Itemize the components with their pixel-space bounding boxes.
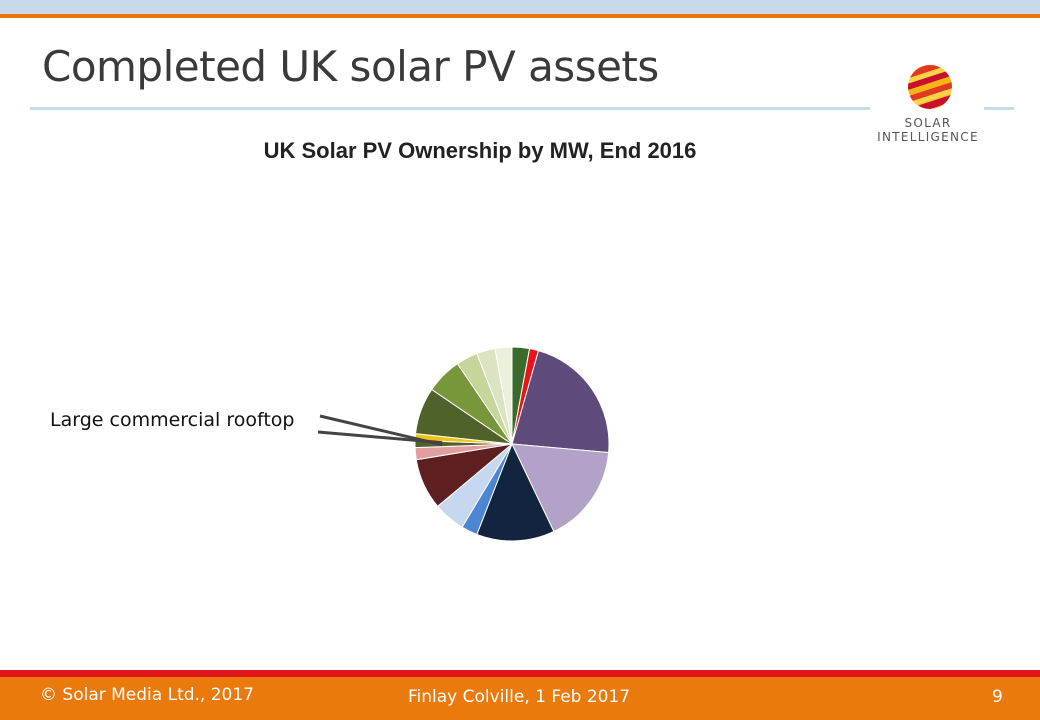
logo-text-intelligence: INTELLIGENCE xyxy=(877,130,979,144)
footer-copyright: © Solar Media Ltd., 2017 xyxy=(40,685,254,705)
slide-title: Completed UK solar PV assets xyxy=(42,42,659,91)
pie-slices xyxy=(414,346,610,542)
title-underline xyxy=(30,107,870,110)
logo-text-solar: SOLAR xyxy=(904,116,952,130)
callout-leader-line-2 xyxy=(317,430,443,445)
pie-slice-16 xyxy=(494,346,513,445)
footer-author-date: Finlay Colville, 1 Feb 2017 xyxy=(408,687,631,707)
pie-slice-4 xyxy=(511,443,610,533)
top-rule xyxy=(0,14,1040,18)
footer: © Solar Media Ltd., 2017 Finlay Colville… xyxy=(0,677,1040,720)
pie-slice-5 xyxy=(476,442,555,542)
footer-page-number: 9 xyxy=(992,687,1003,707)
title-underline-end xyxy=(984,107,1014,110)
top-band xyxy=(0,0,1040,14)
callout-label: Large commercial rooftop xyxy=(50,409,295,431)
solar-intelligence-logo: SOLAR INTELLIGENCE xyxy=(872,62,984,148)
footer-red-rule xyxy=(0,670,1040,677)
logo-sphere-icon xyxy=(908,65,952,109)
callout-leader xyxy=(317,414,443,447)
chart-title: UK Solar PV Ownership by MW, End 2016 xyxy=(263,138,697,163)
pie-slice-3 xyxy=(511,350,610,454)
